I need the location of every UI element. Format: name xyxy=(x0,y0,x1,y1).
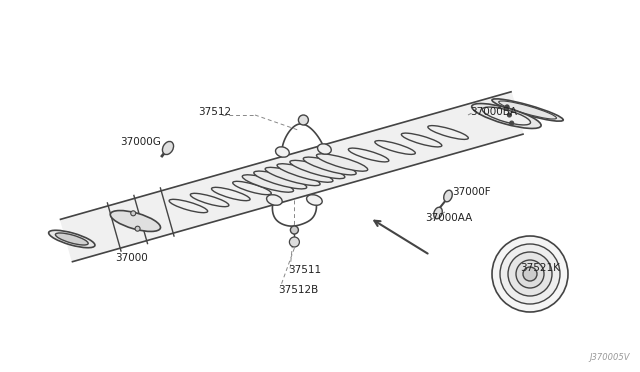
Ellipse shape xyxy=(505,105,509,109)
Ellipse shape xyxy=(492,99,563,121)
Ellipse shape xyxy=(500,244,560,304)
Ellipse shape xyxy=(508,252,552,296)
Ellipse shape xyxy=(508,113,511,117)
Text: 37000AA: 37000AA xyxy=(425,213,472,223)
Ellipse shape xyxy=(516,260,544,288)
Ellipse shape xyxy=(444,190,452,202)
Ellipse shape xyxy=(135,226,140,231)
Ellipse shape xyxy=(254,171,307,189)
Ellipse shape xyxy=(509,121,514,125)
Ellipse shape xyxy=(523,267,537,281)
Text: 37000BA: 37000BA xyxy=(470,107,517,117)
Ellipse shape xyxy=(289,237,300,247)
Text: 37000G: 37000G xyxy=(120,137,161,147)
Ellipse shape xyxy=(267,195,282,205)
Ellipse shape xyxy=(307,195,322,205)
Ellipse shape xyxy=(434,207,442,219)
Text: J370005V: J370005V xyxy=(589,353,630,362)
Polygon shape xyxy=(61,92,523,262)
Ellipse shape xyxy=(190,193,229,207)
Ellipse shape xyxy=(169,199,207,213)
Text: 37511: 37511 xyxy=(288,265,321,275)
Ellipse shape xyxy=(492,236,568,312)
Ellipse shape xyxy=(290,160,345,179)
Ellipse shape xyxy=(375,141,415,154)
Ellipse shape xyxy=(265,167,320,186)
Ellipse shape xyxy=(277,164,333,182)
Text: 37512B: 37512B xyxy=(278,285,318,295)
Ellipse shape xyxy=(348,148,389,162)
Ellipse shape xyxy=(401,133,442,147)
Ellipse shape xyxy=(317,154,368,171)
Text: 37000F: 37000F xyxy=(452,187,491,197)
Ellipse shape xyxy=(163,141,173,154)
Ellipse shape xyxy=(212,187,250,201)
Text: 37521K: 37521K xyxy=(520,263,560,273)
Ellipse shape xyxy=(303,157,356,175)
Ellipse shape xyxy=(110,211,161,231)
Ellipse shape xyxy=(56,233,88,245)
Ellipse shape xyxy=(243,175,294,192)
Ellipse shape xyxy=(291,226,298,234)
Ellipse shape xyxy=(298,115,308,125)
Ellipse shape xyxy=(131,211,136,216)
Ellipse shape xyxy=(472,103,541,128)
Ellipse shape xyxy=(49,230,95,248)
Ellipse shape xyxy=(317,144,332,154)
Ellipse shape xyxy=(233,181,271,195)
Ellipse shape xyxy=(483,107,531,125)
Text: 37000: 37000 xyxy=(115,253,148,263)
Ellipse shape xyxy=(428,126,468,140)
Text: 37512: 37512 xyxy=(198,107,231,117)
Ellipse shape xyxy=(276,147,289,157)
